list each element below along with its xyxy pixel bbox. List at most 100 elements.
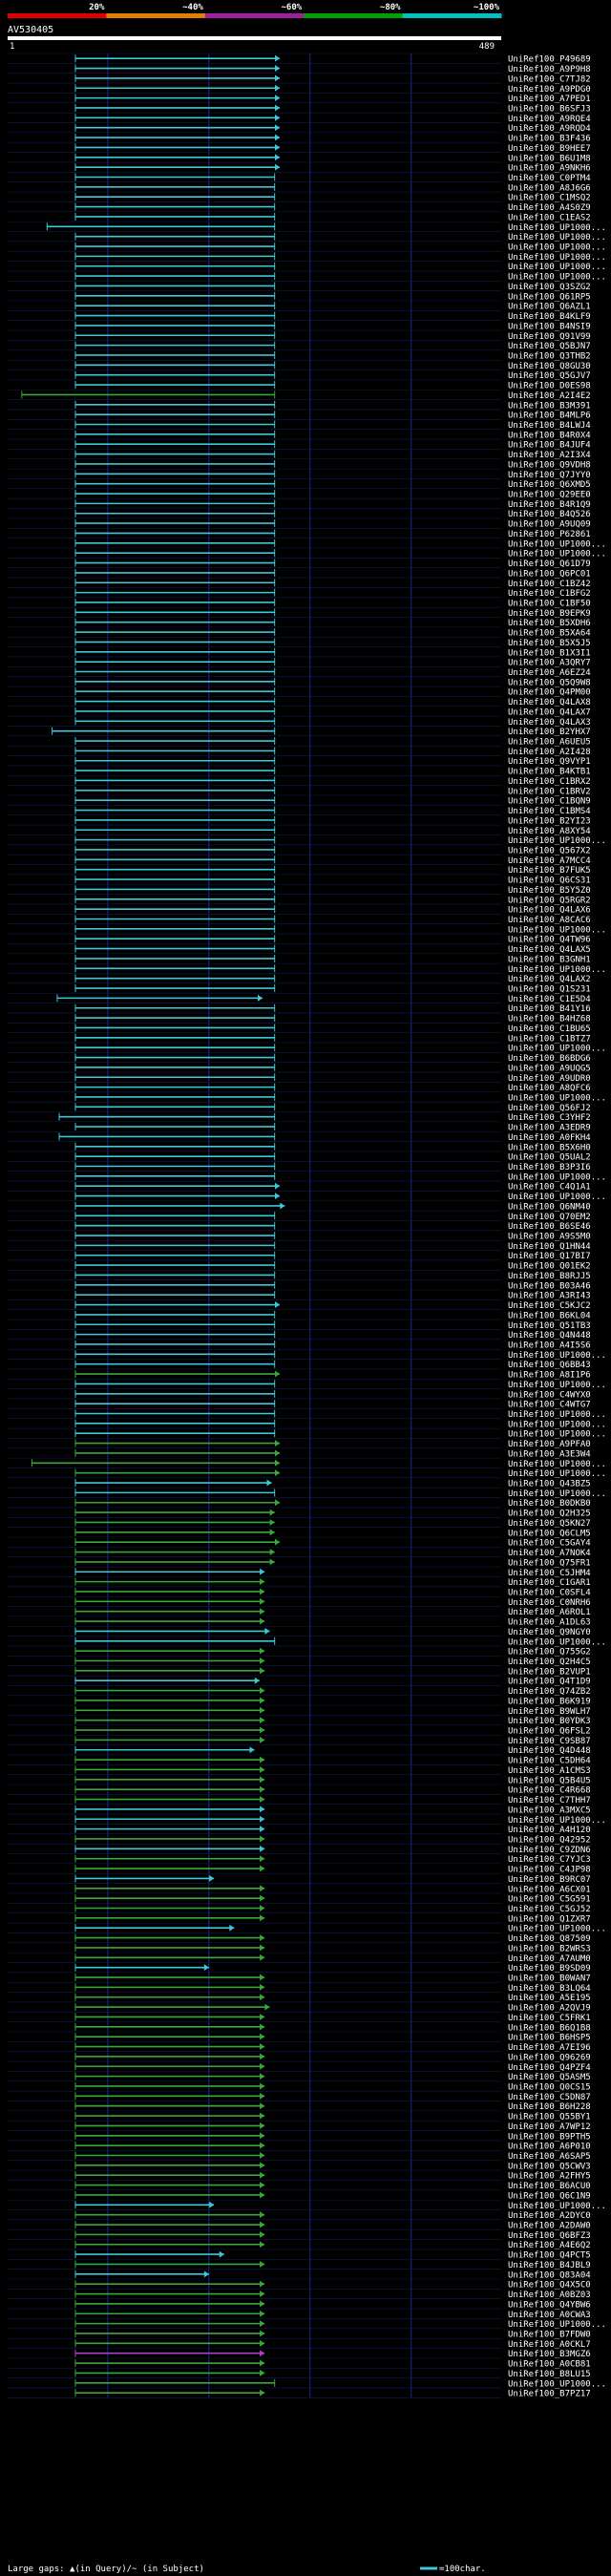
hit-label[interactable]: UniRef100_C4WYX0 [508,1390,591,1400]
hit-label[interactable]: UniRef100_C1BZ42 [508,580,591,589]
hit-label[interactable]: UniRef100_C9ZDN6 [508,1846,591,1855]
hit-label[interactable]: UniRef100_UP1000... [508,1172,606,1182]
hit-label[interactable]: UniRef100_C5JHM4 [508,1569,591,1578]
hit-label[interactable]: UniRef100_C0SFL4 [508,1588,591,1597]
hit-label[interactable]: UniRef100_C1BTZ7 [508,1034,591,1044]
hit-label[interactable]: UniRef100_A3MXC5 [508,1805,591,1815]
hit-label[interactable]: UniRef100_B6SFJ3 [508,104,591,114]
hit-label[interactable]: UniRef100_Q3SZG2 [508,283,591,292]
hit-label[interactable]: UniRef100_C1BQN9 [508,797,591,807]
hit-label[interactable]: UniRef100_C1BF50 [508,599,591,608]
hit-label[interactable]: UniRef100_Q9NGY0 [508,1628,591,1637]
hit-label[interactable]: UniRef100_Q4LAX3 [508,718,591,728]
hit-label[interactable]: UniRef100_B4MLP6 [508,412,591,421]
hit-label[interactable]: UniRef100_Q1ZXR7 [508,1914,591,1924]
hit-label[interactable]: UniRef100_A0CB81 [508,2360,591,2370]
hit-label[interactable]: UniRef100_Q6C1N9 [508,2191,591,2201]
hit-label[interactable]: UniRef100_B8LU15 [508,2370,591,2379]
hit-label[interactable]: UniRef100_B4KTB1 [508,768,591,777]
hit-label[interactable]: UniRef100_Q4LAX6 [508,906,591,916]
hit-label[interactable]: UniRef100_A8XY54 [508,827,591,836]
hit-label[interactable]: UniRef100_C5GAY4 [508,1539,591,1549]
hit-label[interactable]: UniRef100_B4R1Q9 [508,500,591,510]
hit-label[interactable]: UniRef100_UP1000... [508,2202,606,2211]
hit-label[interactable]: UniRef100_A9UDR0 [508,1074,591,1084]
hit-label[interactable]: UniRef100_B6HSP5 [508,2034,591,2043]
hit-label[interactable]: UniRef100_A4H120 [508,1826,591,1835]
hit-label[interactable]: UniRef100_B3MGZ6 [508,2350,591,2359]
hit-label[interactable]: UniRef100_C5GJ52 [508,1905,591,1914]
hit-label[interactable]: UniRef100_A9RQD4 [508,124,591,134]
hit-label[interactable]: UniRef100_C4JP98 [508,1866,591,1875]
hit-label[interactable]: UniRef100_C1GAR1 [508,1578,591,1588]
hit-label[interactable]: UniRef100_B7FUK5 [508,866,591,876]
hit-label[interactable]: UniRef100_UP1000... [508,1351,606,1361]
hit-label[interactable]: UniRef100_A2I428 [508,748,591,757]
hit-label[interactable]: UniRef100_B5XA64 [508,629,591,639]
hit-label[interactable]: UniRef100_UP1000... [508,223,606,233]
hit-label[interactable]: UniRef100_Q4LAX8 [508,698,591,707]
hit-label[interactable]: UniRef100_Q55BY1 [508,2113,591,2122]
hit-label[interactable]: UniRef100_Q4TW96 [508,936,591,945]
hit-label[interactable]: UniRef100_Q4LAX5 [508,945,591,955]
hit-label[interactable]: UniRef100_B4Q526 [508,510,591,519]
hit-label[interactable]: UniRef100_Q5ASM5 [508,2073,591,2082]
hit-label[interactable]: UniRef100_B6H228 [508,2102,591,2112]
hit-label[interactable]: UniRef100_A6UEU5 [508,738,591,748]
hit-label[interactable]: UniRef100_A4S0Z9 [508,203,591,213]
hit-label[interactable]: UniRef100_Q4PM00 [508,688,591,698]
hit-label[interactable]: UniRef100_A0CWA3 [508,2311,591,2320]
hit-label[interactable]: UniRef100_UP1000... [508,1489,606,1499]
hit-label[interactable]: UniRef100_UP1000... [508,253,606,263]
hit-label[interactable]: UniRef100_B0WAN7 [508,1974,591,1984]
hit-label[interactable]: UniRef100_UP1000... [508,539,606,549]
hit-label[interactable]: UniRef100_A5E195 [508,1994,591,2003]
hit-label[interactable]: UniRef100_B4HZ68 [508,1015,591,1024]
hit-label[interactable]: UniRef100_A8QFC6 [508,1084,591,1093]
hit-label[interactable]: UniRef100_Q4LAX7 [508,707,591,717]
hit-label[interactable]: UniRef100_Q9VDH8 [508,460,591,470]
hit-label[interactable]: UniRef100_C5DN87 [508,2093,591,2102]
hit-label[interactable]: UniRef100_A9UQ09 [508,520,591,530]
hit-label[interactable]: UniRef100_B4JBL9 [508,2261,591,2270]
hit-label[interactable]: UniRef100_C7TJ82 [508,74,591,84]
hit-label[interactable]: UniRef100_UP1000... [508,965,606,975]
hit-label[interactable]: UniRef100_UP1000... [508,243,606,253]
hit-label[interactable]: UniRef100_A3RI43 [508,1292,591,1301]
hit-label[interactable]: UniRef100_Q6CLM5 [508,1529,591,1538]
hit-label[interactable]: UniRef100_B5XDH6 [508,619,591,628]
hit-label[interactable]: UniRef100_Q5B4U5 [508,1776,591,1785]
hit-label[interactable]: UniRef100_A7EI96 [508,2043,591,2053]
hit-label[interactable]: UniRef100_Q4PCT5 [508,2251,591,2261]
hit-label[interactable]: UniRef100_B6BDG6 [508,1054,591,1064]
hit-label[interactable]: UniRef100_Q6CS31 [508,876,591,886]
hit-label[interactable]: UniRef100_Q1S231 [508,985,591,995]
hit-label[interactable]: UniRef100_UP1000... [508,1469,606,1479]
hit-label[interactable]: UniRef100_Q6AZL1 [508,303,591,312]
hit-label[interactable]: UniRef100_C4Q1A1 [508,1183,591,1193]
hit-label[interactable]: UniRef100_UP1000... [508,1381,606,1390]
hit-label[interactable]: UniRef100_C1E5D4 [508,995,591,1004]
hit-label[interactable]: UniRef100_Q5Q9W8 [508,678,591,687]
hit-label[interactable]: UniRef100_UP1000... [508,550,606,560]
hit-label[interactable]: UniRef100_C5KJC2 [508,1301,591,1311]
hit-label[interactable]: UniRef100_Q567X2 [508,846,591,855]
hit-label[interactable]: UniRef100_Q6NM40 [508,1202,591,1212]
hit-label[interactable]: UniRef100_C1BRV2 [508,787,591,796]
hit-label[interactable]: UniRef100_Q6PC01 [508,569,591,579]
hit-label[interactable]: UniRef100_UP1000... [508,925,606,935]
hit-label[interactable]: UniRef100_B4R0X4 [508,431,591,440]
hit-label[interactable]: UniRef100_A2I4E2 [508,391,591,401]
hit-label[interactable]: UniRef100_Q83A04 [508,2270,591,2280]
hit-label[interactable]: UniRef100_A1CMS3 [508,1766,591,1776]
hit-label[interactable]: UniRef100_A6P010 [508,2143,591,2152]
hit-label[interactable]: UniRef100_UP1000... [508,1045,606,1054]
hit-label[interactable]: UniRef100_UP1000... [508,1193,606,1202]
hit-label[interactable]: UniRef100_UP1000... [508,273,606,283]
hit-label[interactable]: UniRef100_Q4T1D9 [508,1678,591,1687]
hit-label[interactable]: UniRef100_B2YHX7 [508,728,591,737]
hit-label[interactable]: UniRef100_UP1000... [508,1430,606,1440]
hit-label[interactable]: UniRef100_Q4D448 [508,1746,591,1756]
hit-label[interactable]: UniRef100_A9PFA0 [508,1440,591,1449]
hit-label[interactable]: UniRef100_Q5BJN7 [508,342,591,351]
